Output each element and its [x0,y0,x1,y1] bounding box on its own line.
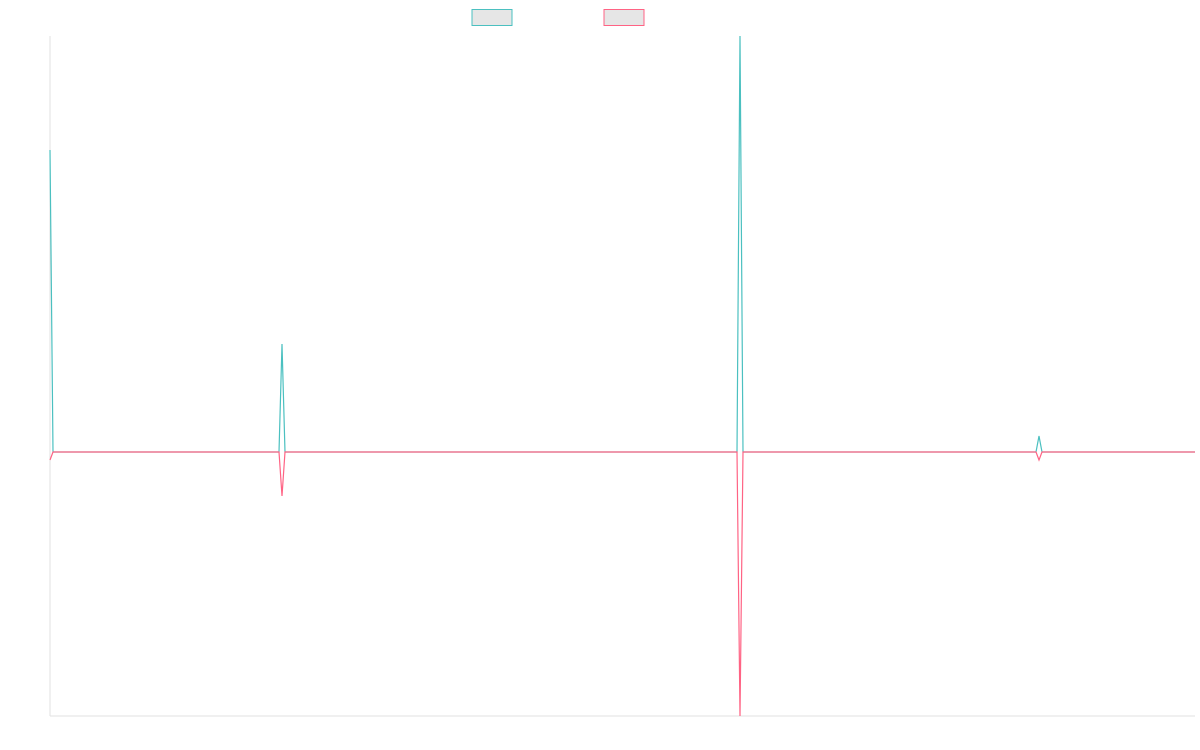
series-line [49,35,1195,453]
legend [471,9,645,26]
legend-swatch[interactable] [471,9,513,26]
legend-swatch[interactable] [603,9,645,26]
series-line [49,451,1195,717]
